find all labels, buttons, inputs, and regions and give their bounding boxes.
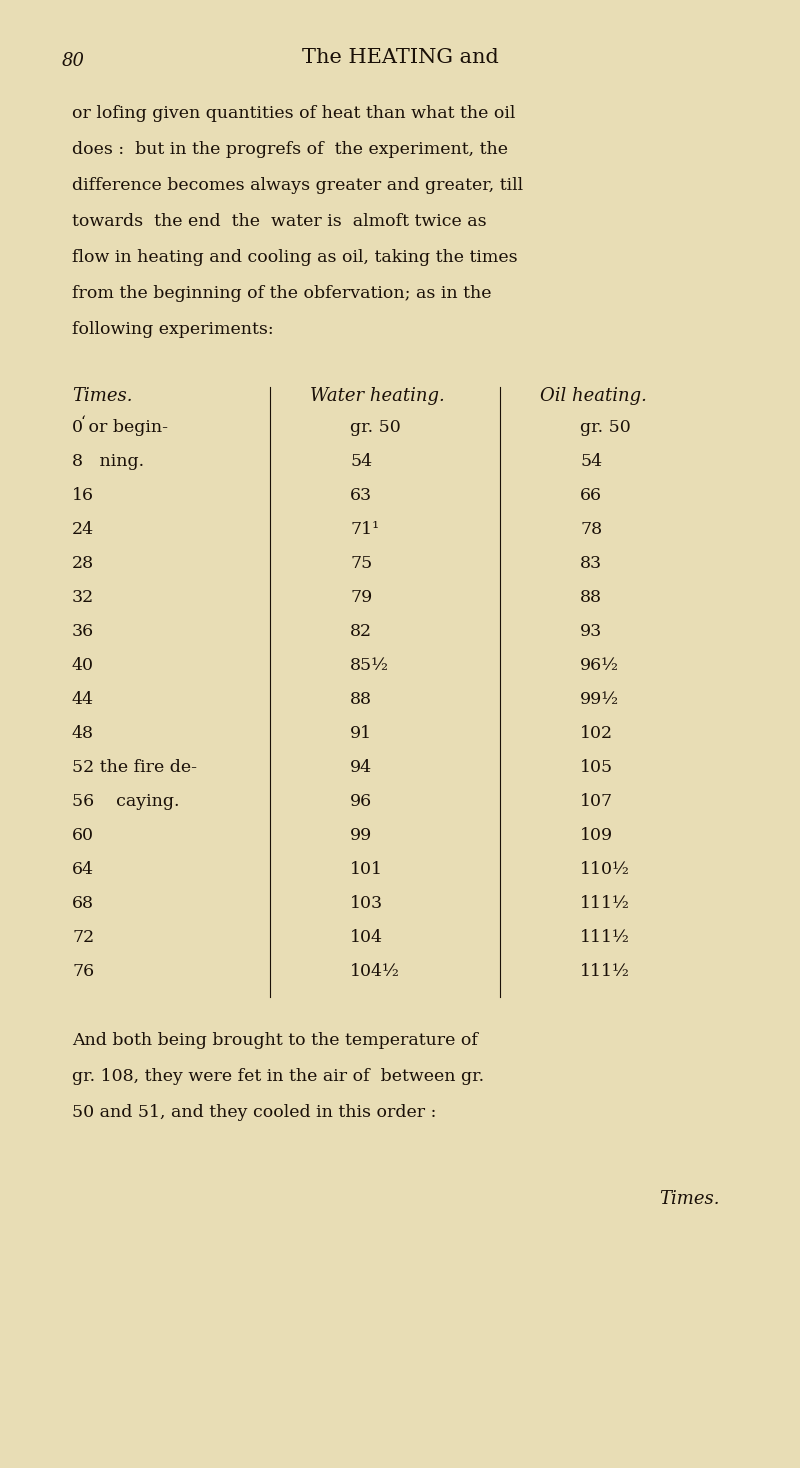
Text: 111½: 111½ xyxy=(580,929,630,947)
Text: 16: 16 xyxy=(72,487,94,504)
Text: does :  but in the progrefs of  the experiment, the: does : but in the progrefs of the experi… xyxy=(72,141,508,159)
Text: 36: 36 xyxy=(72,624,94,640)
Text: 71¹: 71¹ xyxy=(350,521,379,539)
Text: 101: 101 xyxy=(350,862,383,878)
Text: gr. 108, they were fet in the air of  between gr.: gr. 108, they were fet in the air of bet… xyxy=(72,1069,484,1085)
Text: 83: 83 xyxy=(580,555,602,573)
Text: 64: 64 xyxy=(72,862,94,878)
Text: 109: 109 xyxy=(580,826,613,844)
Text: 24: 24 xyxy=(72,521,94,539)
Text: 32: 32 xyxy=(72,589,94,606)
Text: 50 and 51, and they cooled in this order :: 50 and 51, and they cooled in this order… xyxy=(72,1104,436,1122)
Text: 105: 105 xyxy=(580,759,613,777)
Text: 8   ning.: 8 ning. xyxy=(72,454,144,470)
Text: 63: 63 xyxy=(350,487,372,504)
Text: 111½: 111½ xyxy=(580,963,630,981)
Text: 52 the fire de-: 52 the fire de- xyxy=(72,759,197,777)
Text: 60: 60 xyxy=(72,826,94,844)
Text: 0 or begin-: 0 or begin- xyxy=(72,420,168,436)
Text: 56    caying.: 56 caying. xyxy=(72,793,179,810)
Text: difference becomes always greater and greater, till: difference becomes always greater and gr… xyxy=(72,178,523,194)
Text: 75: 75 xyxy=(350,555,372,573)
Text: gr. 50: gr. 50 xyxy=(350,420,401,436)
Text: The HEATING and: The HEATING and xyxy=(302,48,498,68)
Text: 44: 44 xyxy=(72,691,94,708)
Text: 54: 54 xyxy=(580,454,602,470)
Text: 91: 91 xyxy=(350,725,372,743)
Text: ‘: ‘ xyxy=(80,415,85,429)
Text: 96½: 96½ xyxy=(580,658,619,674)
Text: 111½: 111½ xyxy=(580,895,630,912)
Text: 99½: 99½ xyxy=(580,691,619,708)
Text: 76: 76 xyxy=(72,963,94,981)
Text: Water heating.: Water heating. xyxy=(310,388,445,405)
Text: 104: 104 xyxy=(350,929,383,947)
Text: 79: 79 xyxy=(350,589,372,606)
Text: 85½: 85½ xyxy=(350,658,389,674)
Text: 93: 93 xyxy=(580,624,602,640)
Text: 66: 66 xyxy=(580,487,602,504)
Text: 80: 80 xyxy=(62,51,85,70)
Text: 54: 54 xyxy=(350,454,372,470)
Text: 48: 48 xyxy=(72,725,94,743)
Text: 78: 78 xyxy=(580,521,602,539)
Text: And both being brought to the temperature of: And both being brought to the temperatur… xyxy=(72,1032,478,1050)
Text: 68: 68 xyxy=(72,895,94,912)
Text: 40: 40 xyxy=(72,658,94,674)
Text: 107: 107 xyxy=(580,793,613,810)
Text: 96: 96 xyxy=(350,793,372,810)
Text: 102: 102 xyxy=(580,725,613,743)
Text: Oil heating.: Oil heating. xyxy=(540,388,647,405)
Text: flow in heating and cooling as oil, taking the times: flow in heating and cooling as oil, taki… xyxy=(72,250,518,266)
Text: Times.: Times. xyxy=(72,388,133,405)
Text: or lofing given quantities of heat than what the oil: or lofing given quantities of heat than … xyxy=(72,106,515,122)
Text: 88: 88 xyxy=(580,589,602,606)
Text: towards  the end  the  water is  almoft twice as: towards the end the water is almoft twic… xyxy=(72,213,486,230)
Text: 72: 72 xyxy=(72,929,94,947)
Text: gr. 50: gr. 50 xyxy=(580,420,630,436)
Text: 82: 82 xyxy=(350,624,372,640)
Text: 103: 103 xyxy=(350,895,383,912)
Text: 104½: 104½ xyxy=(350,963,400,981)
Text: 110½: 110½ xyxy=(580,862,630,878)
Text: 94: 94 xyxy=(350,759,372,777)
Text: 28: 28 xyxy=(72,555,94,573)
Text: 99: 99 xyxy=(350,826,372,844)
Text: from the beginning of the obfervation; as in the: from the beginning of the obfervation; a… xyxy=(72,285,491,302)
Text: Times.: Times. xyxy=(659,1191,720,1208)
Text: 88: 88 xyxy=(350,691,372,708)
Text: following experiments:: following experiments: xyxy=(72,321,274,338)
